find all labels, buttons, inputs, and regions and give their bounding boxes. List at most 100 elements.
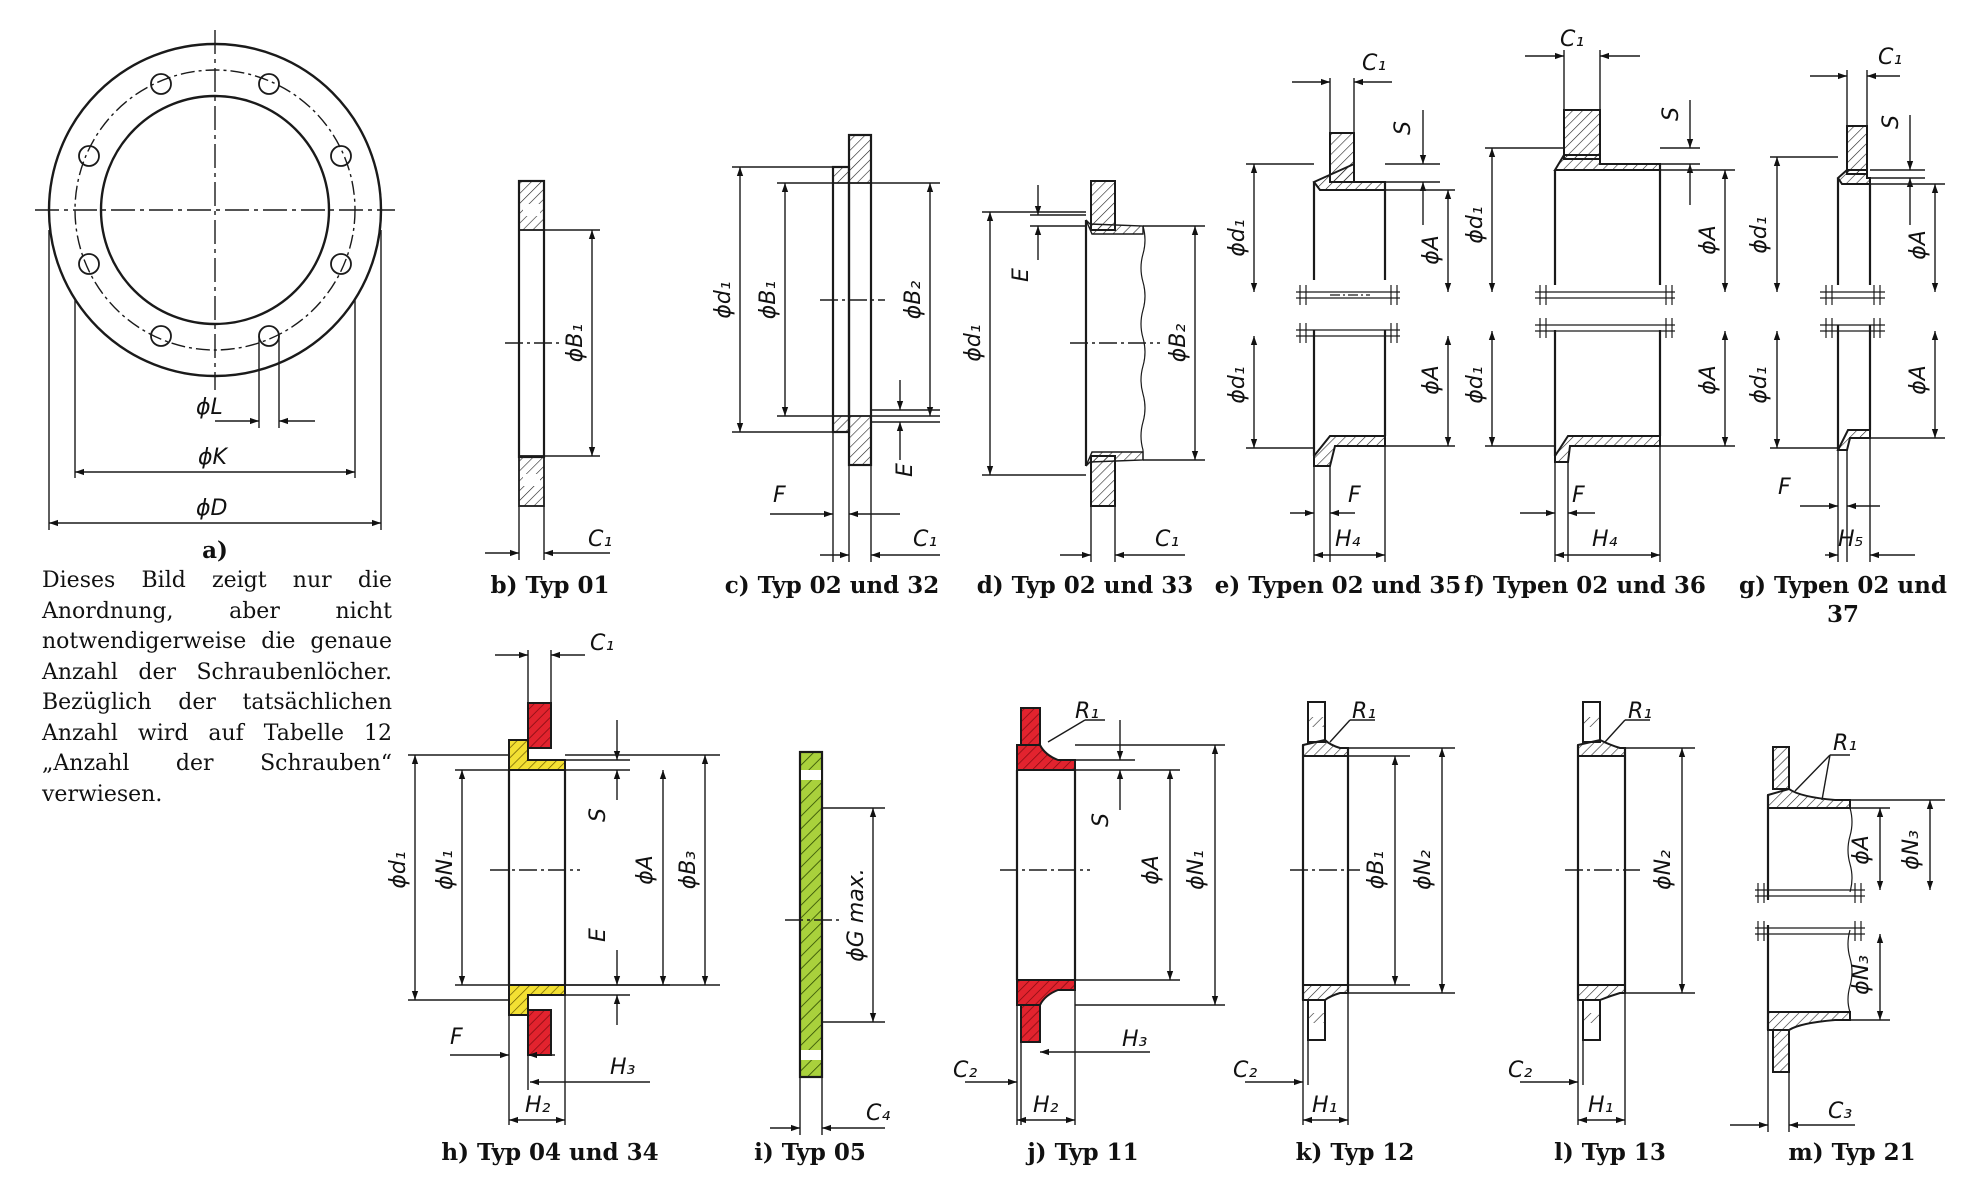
caption-k: k) Typ 12 [1296, 1139, 1415, 1166]
label-g-c1: C₁ [1878, 45, 1902, 70]
label-c-e: E [893, 463, 918, 477]
label-f-c1: C₁ [1560, 27, 1584, 52]
note-line: Dieses Bild zeigt nur die [42, 568, 392, 593]
caption-c: c) Typ 02 und 32 [725, 572, 940, 599]
figure-e-typen02-35 [1246, 78, 1455, 562]
label-c-f: F [773, 483, 786, 508]
label-j-h3: H₃ [1122, 1027, 1148, 1052]
label-j-a: ϕA [1139, 855, 1164, 885]
label-l-c2: C₂ [1508, 1058, 1532, 1083]
label-f-d1-bottom: ϕd₁ [1463, 366, 1488, 403]
caption-m: m) Typ 21 [1788, 1139, 1915, 1166]
label-c-b2: ϕB₂ [901, 281, 926, 320]
figure-l-typ13 [1520, 701, 1695, 1125]
label-g-a-top: ϕA [1906, 230, 1931, 260]
caption-j: j) Typ 11 [1025, 1139, 1138, 1166]
label-f-f: F [1572, 483, 1585, 508]
label-e-f: F [1348, 483, 1361, 508]
dimension-labels: ϕL ϕK ϕD ϕB₁ C₁ ϕd₁ ϕB₁ ϕB₂ E F C₁ ϕd₁ E… [196, 27, 1931, 1126]
label-g-a-bottom: ϕA [1906, 365, 1931, 395]
label-f-d1-top: ϕd₁ [1463, 206, 1488, 243]
label-phi-l: ϕL [196, 395, 223, 420]
label-b-b1: ϕB₁ [563, 324, 588, 362]
label-k-c2: C₂ [1233, 1058, 1257, 1083]
label-m-c3: C₃ [1828, 1099, 1852, 1124]
label-b-c1: C₁ [588, 527, 612, 552]
figure-b-typ01 [485, 179, 610, 560]
label-e-h4: H₄ [1335, 527, 1361, 552]
label-m-a: ϕA [1849, 835, 1874, 865]
label-i-g: ϕG max. [844, 868, 869, 961]
label-j-h2: H₂ [1033, 1093, 1059, 1118]
label-l-n2: ϕN₂ [1651, 850, 1676, 890]
label-c-d1: ϕd₁ [711, 281, 736, 318]
label-c-b1: ϕB₁ [756, 281, 781, 319]
label-d-d1: ϕd₁ [961, 324, 986, 361]
label-f-h4: H₄ [1592, 527, 1618, 552]
caption-g: g) Typen 02 und [1739, 572, 1947, 599]
label-e-a-bottom: ϕA [1419, 365, 1444, 395]
label-h-f: F [450, 1025, 463, 1050]
figure-h-typ04-34 [408, 650, 720, 1125]
label-d-e: E [1009, 268, 1034, 282]
figure-a-note: Dieses Bild zeigt nur die Anordnung, abe… [42, 566, 392, 810]
label-f-a-top: ϕA [1696, 225, 1721, 255]
figure-m-typ21 [1730, 746, 1945, 1132]
figure-g-typen02-37 [1770, 70, 1945, 562]
label-h-b3: ϕB₃ [676, 851, 701, 890]
note-line: Anzahl wird auf Tabelle 12 [42, 720, 392, 746]
label-g-f: F [1778, 475, 1791, 500]
label-c-c1: C₁ [913, 527, 937, 552]
label-m-r1: R₁ [1833, 731, 1857, 756]
caption-d: d) Typ 02 und 33 [977, 572, 1194, 599]
label-j-r1: R₁ [1075, 699, 1099, 724]
label-e-d1-bottom: ϕd₁ [1225, 366, 1250, 403]
label-g-h5: H₅ [1838, 527, 1863, 552]
label-f-a-bottom: ϕA [1696, 365, 1721, 395]
label-k-b1: ϕB₁ [1364, 851, 1389, 889]
label-e-d1-top: ϕd₁ [1225, 219, 1250, 256]
label-e-s: S [1391, 121, 1416, 135]
label-h-c1: C₁ [590, 631, 614, 656]
figure-f-typen02-36 [1485, 50, 1735, 562]
note-line: Anzahl der Schraubenlöcher. [42, 659, 392, 685]
label-h-h2: H₂ [525, 1093, 551, 1118]
caption-b: b) Typ 01 [490, 572, 609, 599]
figure-a-plan-view [35, 30, 395, 530]
figure-j-typ11 [965, 707, 1225, 1125]
label-phi-k: ϕK [198, 445, 229, 470]
label-j-s: S [1089, 813, 1114, 827]
figure-i-typ05 [770, 750, 885, 1135]
figure-c-typ02-32 [732, 133, 940, 562]
label-d-c1: C₁ [1155, 527, 1179, 552]
label-h-d1: ϕd₁ [386, 851, 411, 888]
label-h-a: ϕA [633, 855, 658, 885]
caption-a: a) [202, 537, 228, 564]
label-l-h1: H₁ [1588, 1093, 1613, 1118]
label-h-e: E [586, 928, 611, 942]
label-m-n3-top: ϕN₃ [1899, 830, 1924, 870]
label-e-c1: C₁ [1362, 51, 1386, 76]
label-k-r1: R₁ [1352, 699, 1376, 724]
label-j-c2: C₂ [953, 1058, 977, 1083]
label-h-h3: H₃ [610, 1055, 636, 1080]
label-g-s: S [1879, 115, 1904, 129]
caption-e: e) Typen 02 und 35 [1215, 572, 1461, 599]
figure-k-typ12 [1245, 701, 1455, 1125]
caption-h: h) Typ 04 und 34 [441, 1139, 658, 1166]
label-k-n2: ϕN₂ [1411, 850, 1436, 890]
figure-d-typ02-33 [982, 180, 1205, 562]
caption-l: l) Typ 13 [1554, 1139, 1666, 1166]
label-j-n1: ϕN₁ [1184, 850, 1209, 890]
label-i-c4: C₄ [866, 1101, 890, 1126]
label-l-r1: R₁ [1628, 699, 1652, 724]
label-f-s: S [1659, 107, 1684, 121]
label-phi-d: ϕD [196, 496, 227, 521]
label-e-a-top: ϕA [1419, 235, 1444, 265]
label-m-n3-bottom: ϕN₃ [1849, 955, 1874, 995]
note-line: verwiesen. [42, 781, 163, 807]
label-k-h1: H₁ [1312, 1093, 1337, 1118]
label-h-n1: ϕN₁ [433, 850, 458, 890]
label-d-b2: ϕB₂ [1166, 324, 1191, 363]
